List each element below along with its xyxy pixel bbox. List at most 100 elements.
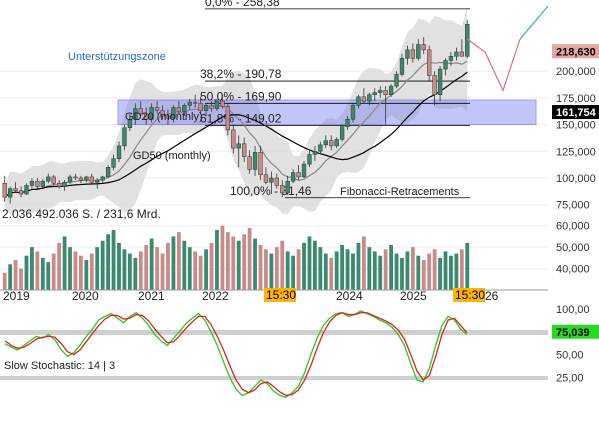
x-tick: 2022: [202, 289, 229, 303]
candle-body: [225, 106, 230, 131]
candle-body: [410, 49, 416, 59]
candle-body: [171, 107, 176, 119]
candle-body: [176, 107, 182, 113]
volume-bar: [171, 236, 176, 290]
candle-body: [443, 60, 448, 70]
volume-bar: [40, 257, 45, 290]
volume-bar: [220, 225, 225, 290]
candle-body: [448, 56, 454, 61]
candle-body: [220, 100, 225, 107]
candle-body: [84, 176, 89, 181]
candle-body: [73, 176, 78, 179]
volume-bar: [95, 247, 100, 290]
volume-bar: [193, 251, 198, 290]
candle-body: [269, 177, 274, 183]
candle-body: [399, 58, 405, 75]
support-zone-label: Unterstützungszone: [68, 51, 166, 63]
candle-body: [46, 176, 51, 182]
candle-body: [427, 49, 432, 76]
candle-body: [263, 174, 269, 183]
volume-bar: [144, 245, 149, 290]
volume-bar: [340, 245, 345, 290]
candle-body: [18, 190, 24, 195]
candle-body: [318, 144, 323, 152]
volume-bar: [19, 268, 23, 290]
candle-body: [247, 156, 252, 170]
candle-body: [361, 96, 367, 102]
volume-bar: [209, 242, 214, 290]
candle-body: [301, 163, 307, 178]
volume-bar: [410, 247, 415, 290]
volume-bar: [35, 251, 40, 290]
x-tick: 2019: [3, 289, 30, 303]
price-badge: [552, 105, 599, 120]
volatility-band: [4, 7, 468, 215]
candle-body: [51, 176, 56, 184]
volume-bar: [421, 260, 426, 290]
volume-panel: 60,000 50,000 40,000 2.036.492.036 S. / 231…: [0, 207, 590, 303]
volume-y-tick: 60,000: [556, 221, 590, 233]
candle-body: [122, 127, 127, 147]
candle-body: [405, 49, 410, 59]
volume-bar: [394, 253, 399, 290]
price-y-tick: 75,000: [556, 200, 590, 212]
x-tick-partial: 26: [485, 289, 499, 303]
projection-line-cyan: [519, 5, 549, 40]
volume-bar: [351, 253, 355, 290]
candle-body: [209, 105, 214, 109]
volume-bar: [106, 234, 111, 290]
volume-bar: [149, 238, 154, 290]
price-y-tick: 200,000: [556, 66, 596, 78]
candle-body: [388, 85, 394, 95]
candle-body: [193, 101, 198, 104]
volume-bar: [187, 247, 192, 290]
volume-bar: [400, 257, 404, 290]
gd20-line: [4, 60, 468, 198]
candle-body: [290, 172, 296, 182]
volume-bar: [127, 253, 132, 290]
volume-bar: [13, 260, 18, 290]
volume-bar: [318, 247, 323, 290]
price-y-tick: 150,000: [556, 120, 596, 132]
volume-bar: [356, 242, 361, 290]
volume-bar: [274, 247, 279, 290]
volume-bar: [454, 253, 459, 290]
candle-body: [13, 188, 18, 192]
candle-body: [394, 74, 399, 87]
volume-bar: [296, 249, 301, 290]
volume-bar: [24, 255, 29, 290]
candle-body: [56, 183, 62, 187]
volume-bar: [111, 230, 116, 290]
candle-body: [367, 94, 372, 102]
volume-bar: [73, 251, 78, 290]
candle-body: [242, 143, 247, 157]
candle-body: [78, 177, 84, 181]
candle-body: [432, 75, 437, 95]
fib-label: 100,0% - 81,46: [230, 184, 312, 198]
volume-label: 2.036.492.036 S. / 231,6 Mrd.: [2, 207, 161, 221]
stoch-upper-band: [0, 330, 548, 335]
candle-body: [329, 140, 334, 147]
volume-bar: [291, 255, 296, 290]
volume-bar: [269, 253, 274, 290]
candle-body: [160, 110, 165, 117]
candle-body: [383, 90, 388, 95]
volume-bar: [2, 272, 7, 290]
volume-bar: [46, 262, 51, 290]
volume-bar: [176, 232, 181, 290]
candle-body: [29, 180, 35, 186]
stoch-lower-band: [0, 376, 548, 380]
volume-bar: [285, 251, 290, 290]
candle-body: [356, 96, 361, 106]
stoch-badge: [552, 324, 599, 339]
volume-bar: [231, 236, 236, 290]
fib-caption: Fibonacci-Retracements: [340, 186, 460, 198]
x-tick: 2024: [336, 289, 363, 303]
volume-bar: [334, 251, 339, 290]
volume-bar: [242, 234, 247, 290]
volume-bar: [89, 253, 94, 290]
candle-body: [8, 188, 13, 198]
gd50-label: GD50 (monthly): [133, 150, 211, 162]
